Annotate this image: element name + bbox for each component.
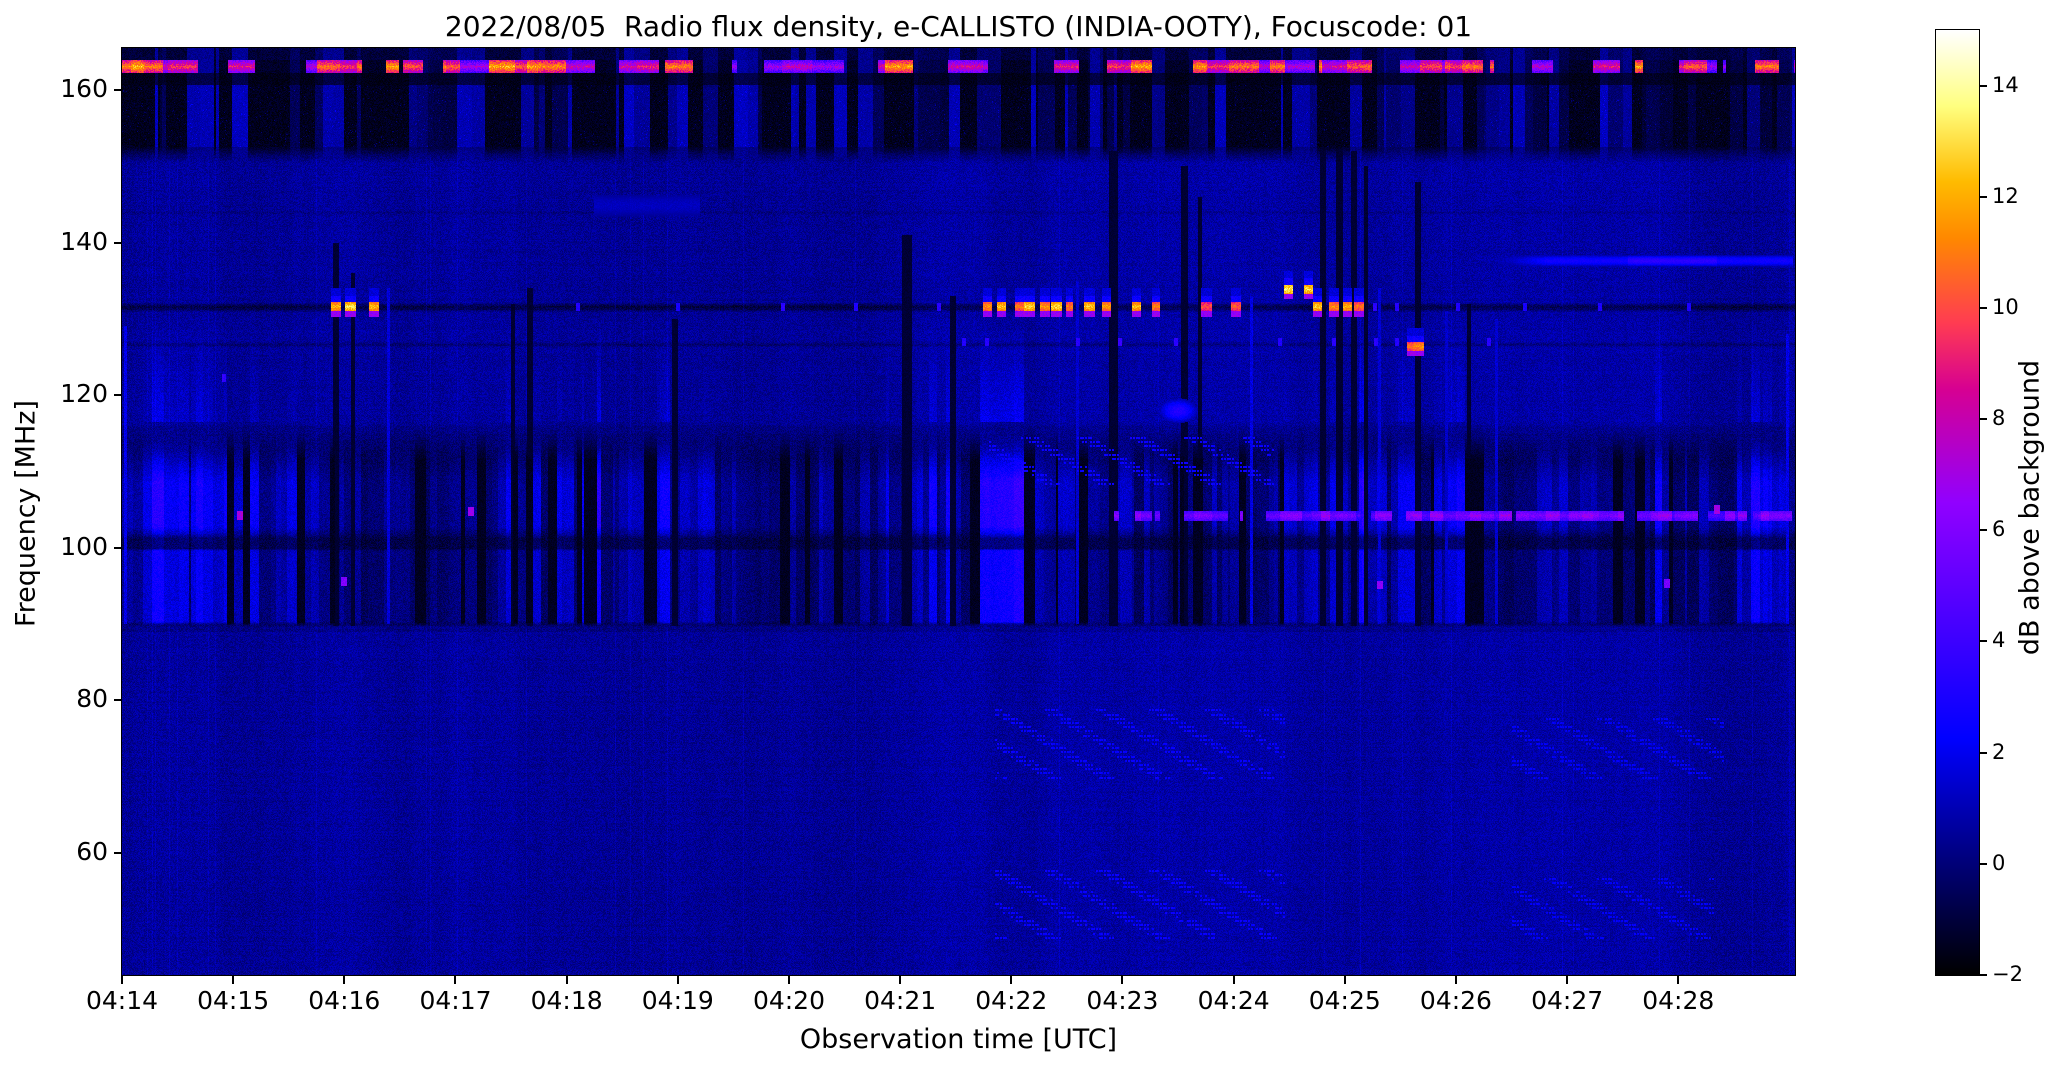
- y-tick-mark: [114, 699, 122, 702]
- x-tick-label: 04:17: [419, 986, 492, 1015]
- y-tick-label: 100: [60, 531, 108, 561]
- colorbar-tick-mark: [1980, 195, 1987, 198]
- colorbar-tick-label: 6: [1992, 517, 2006, 542]
- colorbar-tick-label: 2: [1992, 739, 2006, 764]
- colorbar-tick-mark: [1980, 640, 1987, 643]
- colorbar-tick-mark: [1980, 306, 1987, 309]
- colorbar-tick-mark: [1980, 529, 1987, 532]
- y-tick-mark: [114, 88, 122, 91]
- y-axis-label: Frequency [MHz]: [10, 400, 42, 627]
- x-tick-mark: [1677, 976, 1680, 984]
- x-tick-mark: [899, 976, 902, 984]
- x-tick-label: 04:27: [1531, 986, 1604, 1015]
- colorbar-tick-mark: [1980, 84, 1987, 87]
- chart-title: 2022/08/05 Radio flux density, e-CALLIST…: [444, 10, 1473, 43]
- y-tick-label: 80: [76, 684, 108, 714]
- colorbar-tick-label: 4: [1992, 628, 2006, 653]
- colorbar-tick-mark: [1980, 974, 1987, 976]
- x-tick-label: 04:28: [1642, 986, 1715, 1015]
- x-tick-mark: [232, 976, 235, 984]
- x-tick-mark: [1121, 976, 1124, 984]
- x-tick-label: 04:16: [308, 986, 381, 1015]
- x-tick-label: 04:24: [1197, 986, 1270, 1015]
- x-tick-mark: [454, 976, 457, 984]
- x-tick-mark: [676, 976, 679, 984]
- spectrogram-heatmap: [121, 47, 1796, 976]
- x-tick-mark: [1232, 976, 1235, 984]
- x-tick-mark: [1454, 976, 1457, 984]
- colorbar-tick-mark: [1980, 862, 1987, 865]
- colorbar-tick-label: 12: [1992, 183, 2019, 208]
- x-tick-label: 04:26: [1419, 986, 1492, 1015]
- x-tick-label: 04:19: [641, 986, 714, 1015]
- colorbar-tick-label: 10: [1992, 294, 2019, 319]
- colorbar-tick-label: 14: [1992, 72, 2019, 97]
- x-tick-mark: [343, 976, 346, 984]
- colorbar-tick-label: 8: [1992, 406, 2006, 431]
- x-tick-label: 04:15: [197, 986, 270, 1015]
- colorbar-label: dB above background: [2014, 359, 2046, 656]
- y-tick-mark: [114, 394, 122, 397]
- y-tick-label: 120: [60, 379, 108, 409]
- y-tick-label: 160: [60, 73, 108, 103]
- x-tick-label: 04:25: [1308, 986, 1381, 1015]
- colorbar-tick-label: 0: [1992, 850, 2006, 875]
- y-tick-mark: [114, 241, 122, 244]
- y-tick-label: 60: [76, 836, 108, 866]
- x-tick-label: 04:18: [530, 986, 603, 1015]
- x-tick-mark: [787, 976, 790, 984]
- x-tick-mark: [121, 976, 123, 984]
- x-tick-label: 04:22: [975, 986, 1048, 1015]
- x-tick-mark: [1010, 976, 1013, 984]
- x-tick-label: 04:14: [85, 986, 159, 1015]
- x-axis-label: Observation time [UTC]: [799, 1024, 1118, 1055]
- y-tick-mark: [114, 546, 122, 549]
- colorbar-tick-mark: [1980, 751, 1987, 754]
- colorbar-tick-mark: [1980, 418, 1987, 421]
- x-tick-label: 04:21: [864, 986, 937, 1015]
- colorbar-tick-label: −2: [1992, 962, 2023, 986]
- x-tick-mark: [1566, 976, 1569, 984]
- x-tick-mark: [1343, 976, 1346, 984]
- colorbar: [1935, 29, 1980, 976]
- y-tick-label: 140: [60, 226, 108, 256]
- x-tick-label: 04:20: [752, 986, 825, 1015]
- x-tick-label: 04:23: [1086, 986, 1159, 1015]
- y-tick-mark: [114, 851, 122, 854]
- x-tick-mark: [565, 976, 568, 984]
